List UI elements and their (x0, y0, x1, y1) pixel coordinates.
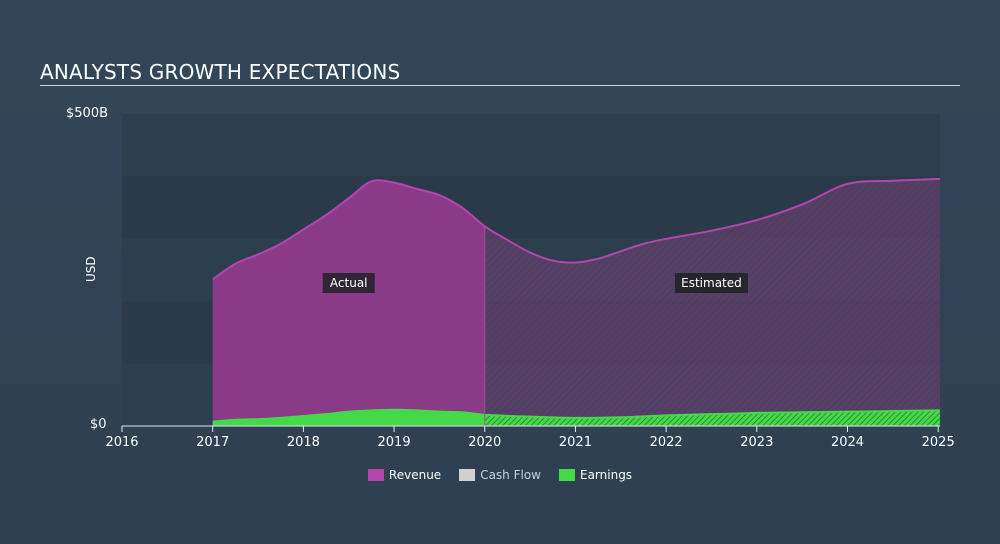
estimated-label: Estimated (674, 273, 748, 293)
y-tick-label-zero: $0 (90, 417, 107, 432)
x-tick-label: 2020 (468, 435, 501, 450)
legend-swatch-earnings (558, 469, 575, 481)
legend-item-revenue[interactable]: Revenue (367, 468, 442, 482)
legend-label-earnings: Earnings (579, 468, 633, 482)
earnings-area-estimated (484, 410, 940, 426)
estimated-label-bg (674, 273, 748, 293)
x-tick-label: 2019 (378, 435, 411, 450)
x-tick-label: 2023 (740, 435, 773, 450)
x-tick-label: 2024 (831, 435, 864, 450)
legend-swatch-cash-flow (459, 469, 476, 481)
x-tick-label: 2016 (105, 435, 138, 450)
series-areas: Actual Estimated (212, 177, 941, 426)
x-tick-label: 2017 (196, 435, 229, 450)
actual-label: Actual (322, 273, 375, 293)
page-title: ANALYSTS GROWTH EXPECTATIONS (40, 60, 401, 84)
actual-label-bg (322, 273, 375, 293)
title-divider (40, 85, 960, 86)
estimated-label-text: Estimated (681, 276, 742, 290)
x-tick-label: 2018 (287, 435, 320, 450)
legend-swatch-revenue (367, 469, 384, 481)
legend-item-cash-flow[interactable]: Cash Flow (459, 468, 541, 482)
revenue-area-estimated (484, 178, 940, 426)
x-tick-label: 2021 (559, 435, 592, 450)
actual-label-text: Actual (330, 276, 368, 290)
plot-band (122, 114, 940, 177)
legend-item-earnings[interactable]: Earnings (558, 468, 633, 482)
y-tick-label-max: $500B (66, 106, 109, 121)
legend: Revenue Cash Flow Earnings (0, 468, 1000, 482)
earnings-area-actual (212, 409, 485, 426)
legend-label-cash-flow: Cash Flow (480, 468, 541, 482)
legend-label-revenue: Revenue (388, 468, 442, 482)
x-axis: 2016 2017 2018 2019 2020 2021 2022 2023 2024 2025 (105, 425, 955, 450)
x-tick-label: 2025 (922, 435, 955, 450)
revenue-area-actual (212, 180, 485, 426)
x-tick-label: 2022 (650, 435, 683, 450)
